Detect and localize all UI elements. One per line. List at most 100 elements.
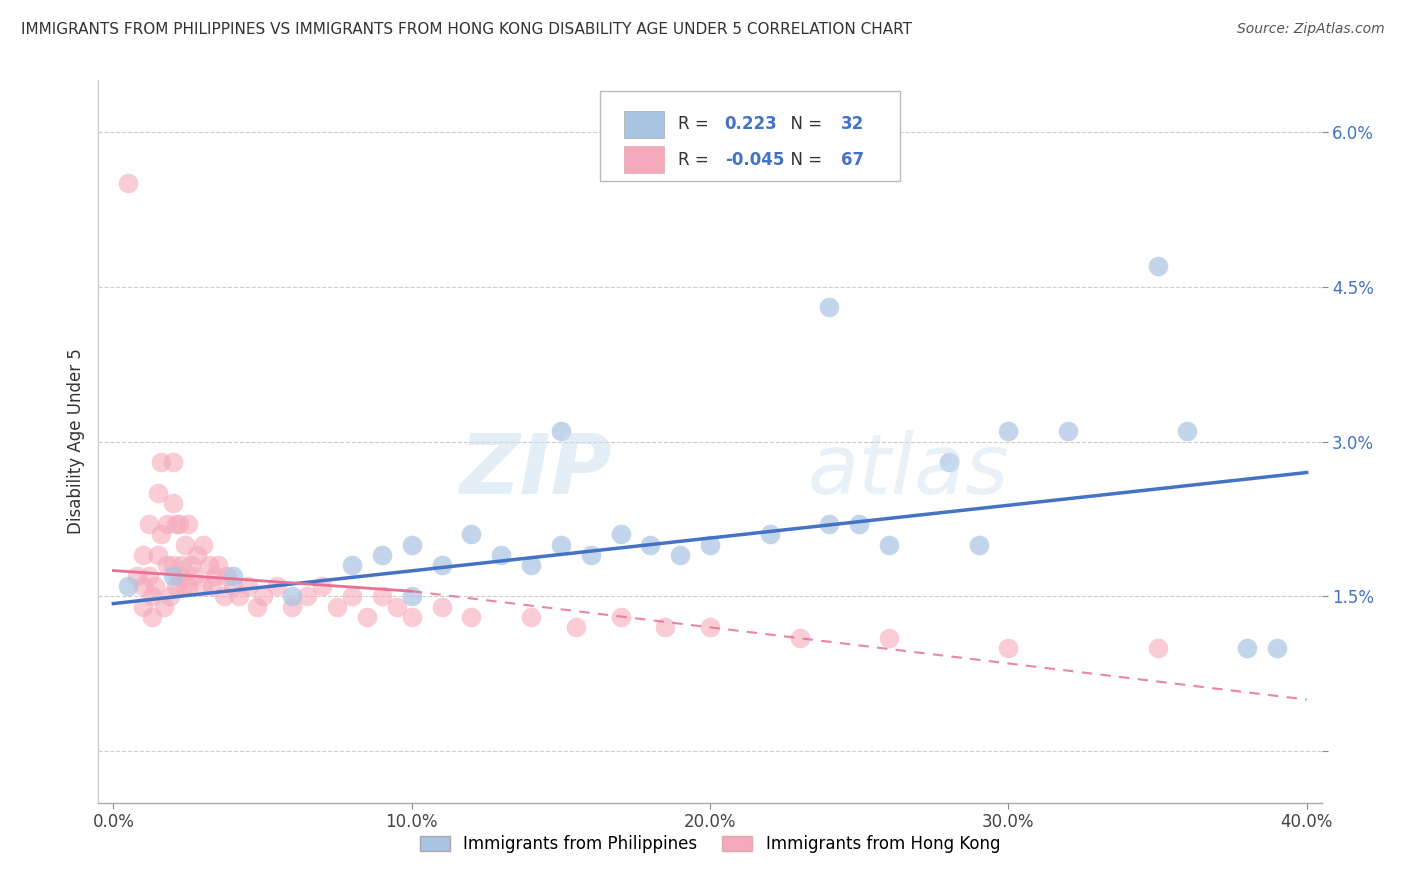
Point [162,568,184,582]
Point [281,599,304,614]
Point [162,496,184,510]
Point [877,631,900,645]
Point [401,610,423,624]
Point [162,558,184,573]
Point [818,517,841,532]
Point [609,527,631,541]
Text: IMMIGRANTS FROM PHILIPPINES VS IMMIGRANTS FROM HONG KONG DISABILITY AGE UNDER 5 : IMMIGRANTS FROM PHILIPPINES VS IMMIGRANT… [21,22,912,37]
Point [141,610,163,624]
Point [297,590,319,604]
Text: ZIP: ZIP [460,430,612,511]
Point [174,579,197,593]
Point [146,548,169,562]
Point [699,538,721,552]
Text: Source: ZipAtlas.com: Source: ZipAtlas.com [1237,22,1385,37]
Point [170,558,193,573]
Point [167,517,190,532]
Point [550,424,572,438]
Point [1265,640,1288,655]
Point [221,568,243,582]
Point [371,590,394,604]
Point [1057,424,1080,438]
Point [848,517,870,532]
Point [198,558,221,573]
Point [180,558,202,573]
Point [967,538,990,552]
Point [326,599,349,614]
Point [146,486,169,500]
Point [430,599,453,614]
Point [132,548,155,562]
Point [138,568,160,582]
Point [174,538,197,552]
Point [489,548,512,562]
Point [997,640,1019,655]
Y-axis label: Disability Age Under 5: Disability Age Under 5 [66,349,84,534]
Point [877,538,900,552]
Point [356,610,378,624]
Point [1146,259,1168,273]
Point [340,590,363,604]
Point [520,610,543,624]
Point [201,579,224,593]
Point [1236,640,1258,655]
Point [460,527,482,541]
Point [266,579,288,593]
Point [167,568,190,582]
Point [177,579,200,593]
Point [143,579,166,593]
Point [150,527,173,541]
Point [609,610,631,624]
Point [191,579,214,593]
Point [165,517,187,532]
Text: 32: 32 [841,115,865,133]
Point [132,579,155,593]
Point [183,568,205,582]
Bar [624,111,664,138]
Point [460,610,482,624]
Point [520,558,543,573]
Point [162,455,184,469]
Point [186,548,208,562]
Point [117,579,139,593]
Point [401,590,423,604]
Point [177,517,200,532]
Point [138,517,160,532]
Point [245,599,267,614]
Point [654,620,676,634]
Legend: Immigrants from Philippines, Immigrants from Hong Kong: Immigrants from Philippines, Immigrants … [413,828,1007,860]
Point [141,590,163,604]
Point [550,538,572,552]
Point [385,599,408,614]
Point [132,599,155,614]
Point [165,579,187,593]
Point [1146,640,1168,655]
Point [236,579,259,593]
Point [997,424,1019,438]
Point [938,455,960,469]
Point [1177,424,1199,438]
Text: 0.223: 0.223 [724,115,778,133]
Point [669,548,692,562]
Point [401,538,423,552]
Point [215,568,238,582]
Text: R =: R = [678,115,714,133]
Point [228,590,250,604]
Point [207,558,229,573]
Point [818,301,841,315]
Point [699,620,721,634]
Point [579,548,602,562]
Text: atlas: atlas [808,430,1010,511]
Point [150,455,173,469]
Text: N =: N = [780,115,827,133]
Text: 67: 67 [841,151,865,169]
Point [789,631,811,645]
Point [371,548,394,562]
Point [340,558,363,573]
Bar [624,146,664,173]
Point [252,590,274,604]
Point [159,590,181,604]
Point [153,599,176,614]
Point [565,620,588,634]
Point [156,558,179,573]
